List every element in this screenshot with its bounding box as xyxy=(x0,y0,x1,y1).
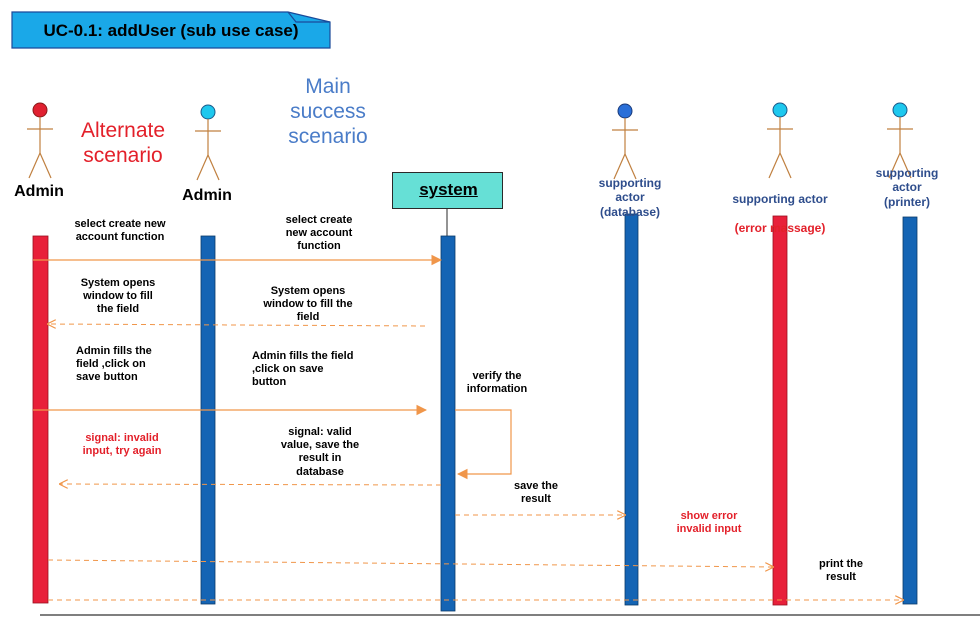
arrow-signal-valid xyxy=(60,484,442,485)
activation-bar-admin-alt xyxy=(32,235,49,604)
actor-head xyxy=(892,102,908,118)
system-label: system xyxy=(419,180,478,199)
actor-printer-figure xyxy=(887,102,913,179)
activation-bar-printer xyxy=(902,216,918,605)
main-scenario-label: Main success scenario xyxy=(288,75,368,149)
actor-error-name-prefix: supporting actor xyxy=(732,192,828,207)
msg-admin-fills-main: Admin fills the field ,click on save but… xyxy=(252,350,354,389)
msg-system-opens-alt: System opens window to fill the field xyxy=(80,277,156,316)
actor-error-name-suffix: (error massage) xyxy=(734,221,826,236)
actor-error-name: supporting actor (error massage) xyxy=(720,178,840,236)
title-box xyxy=(11,11,331,49)
actor-admin-alt-name: Admin xyxy=(14,183,64,200)
alternate-scenario-label: Alternate scenario xyxy=(80,119,166,168)
system-lifeline-box: system xyxy=(392,172,503,209)
msg-select-create-alt: select create new account function xyxy=(74,218,166,244)
actor-head xyxy=(772,102,788,118)
title-box-label-area: UC-0.1: addUser (sub use case) xyxy=(12,12,330,48)
actor-printer-name: supporting actor (printer) xyxy=(875,166,939,209)
msg-admin-fills-alt: Admin fills the field ,click on save but… xyxy=(76,345,152,384)
actor-database-figure xyxy=(612,103,638,180)
msg-verify: verify the information xyxy=(466,370,528,396)
msg-show-error: show error invalid input xyxy=(676,510,742,536)
actor-head xyxy=(32,102,48,118)
arrow-verify-self xyxy=(455,409,512,480)
activation-bar-system xyxy=(440,235,456,612)
msg-print-result: print the result xyxy=(819,558,863,584)
msg-save-result: save the result xyxy=(513,480,559,506)
actor-admin-main-figure xyxy=(195,104,221,181)
msg-signal-invalid: signal: invalid input, try again xyxy=(82,432,162,458)
msg-select-create-main: select create new account function xyxy=(285,214,353,253)
actor-head xyxy=(617,103,633,119)
actor-error-figure xyxy=(767,102,793,179)
actor-admin-main-name: Admin xyxy=(182,187,232,204)
activation-bar-error xyxy=(772,215,788,606)
actor-database-name: supporting actor (database) xyxy=(598,176,662,219)
msg-signal-valid: signal: valid value, save the result in … xyxy=(280,426,360,478)
activation-bar-admin-main xyxy=(200,235,216,605)
diagram-title: UC-0.1: addUser (sub use case) xyxy=(43,21,299,40)
arrow-system-opens xyxy=(48,324,426,326)
arrow-show-error xyxy=(47,559,773,567)
actor-admin-alt-figure xyxy=(27,102,53,179)
actor-head xyxy=(200,104,216,120)
activation-bar-database xyxy=(624,213,639,606)
msg-system-opens-main: System opens window to fill the field xyxy=(263,285,353,324)
